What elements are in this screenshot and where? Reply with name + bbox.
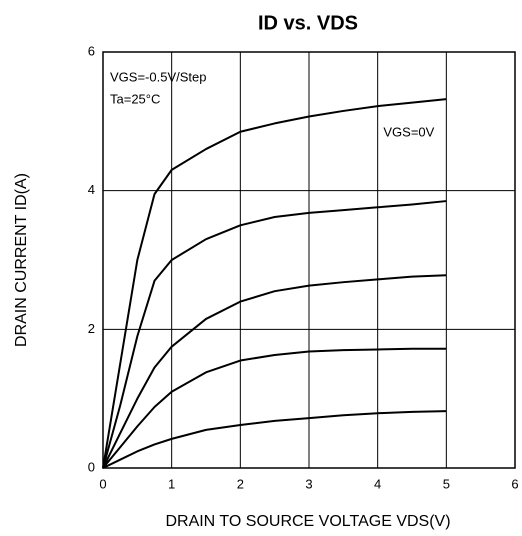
y-tick-label: 2 (88, 321, 95, 336)
y-tick-label: 6 (88, 43, 95, 58)
plot-frame (102, 51, 516, 469)
series-label: VGS=0V (383, 125, 434, 140)
chart-title: ID vs. VDS (258, 12, 358, 34)
series-line (102, 347, 447, 469)
x-axis-label: DRAIN TO SOURCE VOLTAGE VDS(V) (165, 513, 450, 530)
x-tick-label: 3 (305, 476, 312, 491)
series-line (102, 410, 447, 469)
y-tick-label: 4 (88, 182, 95, 197)
annotation: VGS=-0.5V/Step (110, 69, 206, 84)
x-tick-label: 4 (374, 476, 381, 491)
x-tick-label: 5 (443, 476, 450, 491)
x-tick-label: 2 (237, 476, 244, 491)
x-tick-label: 0 (99, 476, 106, 491)
series-line (102, 274, 447, 469)
annotation: Ta=25°C (110, 91, 160, 106)
series-line (102, 200, 447, 469)
y-tick-label: 0 (88, 459, 95, 474)
y-axis-label: DRAIN CURRENT ID(A) (13, 173, 30, 347)
x-tick-label: 1 (168, 476, 175, 491)
x-tick-label: 6 (511, 476, 518, 491)
series-line (102, 98, 447, 469)
